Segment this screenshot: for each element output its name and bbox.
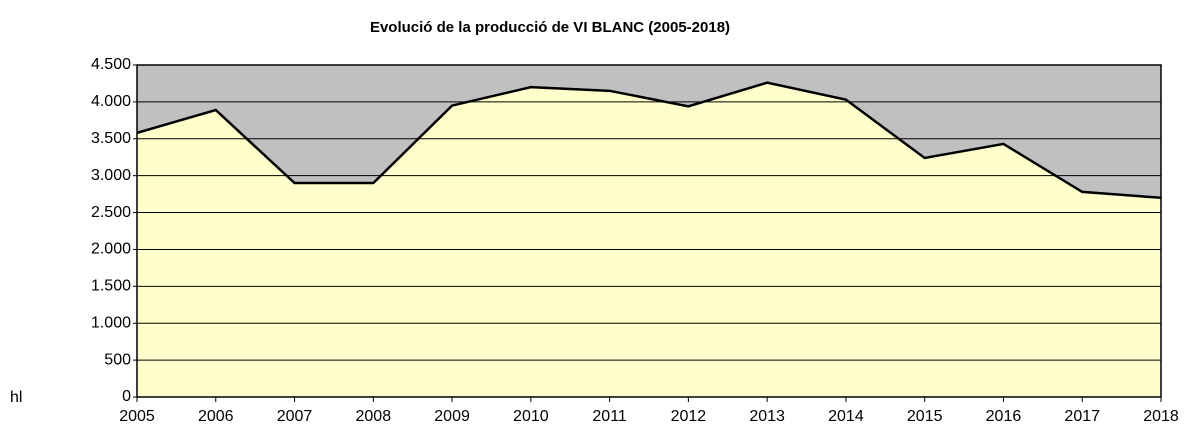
y-tick-label: 0 [122, 388, 131, 405]
x-tick-label: 2010 [513, 408, 549, 425]
plot-border [136, 64, 1162, 398]
y-tick-label: 500 [104, 351, 131, 368]
x-tick-label: 2013 [749, 408, 785, 425]
x-tick-label: 2014 [828, 408, 864, 425]
y-tick-label: 3.000 [91, 167, 131, 184]
y-tick-label: 4.000 [91, 93, 131, 110]
y-tick-label: 2.000 [91, 241, 131, 258]
x-tick-label: 2006 [198, 408, 234, 425]
x-tick-label: 2011 [592, 408, 627, 425]
x-tick-label: 2018 [1143, 408, 1179, 425]
x-tick-label: 2016 [986, 408, 1022, 425]
x-tick-label: 2009 [434, 408, 470, 425]
x-tick-label: 2012 [671, 408, 707, 425]
y-tick-label: 1.000 [91, 314, 131, 331]
x-tick-label: 2015 [907, 408, 943, 425]
x-tick-label: 2008 [356, 408, 392, 425]
y-tick-label: 4.500 [91, 56, 131, 73]
y-tick-label: 2.500 [91, 204, 131, 221]
y-tick-label: 3.500 [91, 130, 131, 147]
x-tick-label: 2007 [277, 408, 313, 425]
y-axis-label: hl [10, 389, 22, 406]
chart-title: Evolució de la producció de VI BLANC (20… [370, 19, 730, 36]
x-tick-label: 2017 [1064, 408, 1100, 425]
x-tick-label: 2005 [119, 408, 155, 425]
area [137, 82, 1161, 397]
y-tick-label: 1.500 [91, 278, 131, 295]
line [136, 81, 1162, 200]
